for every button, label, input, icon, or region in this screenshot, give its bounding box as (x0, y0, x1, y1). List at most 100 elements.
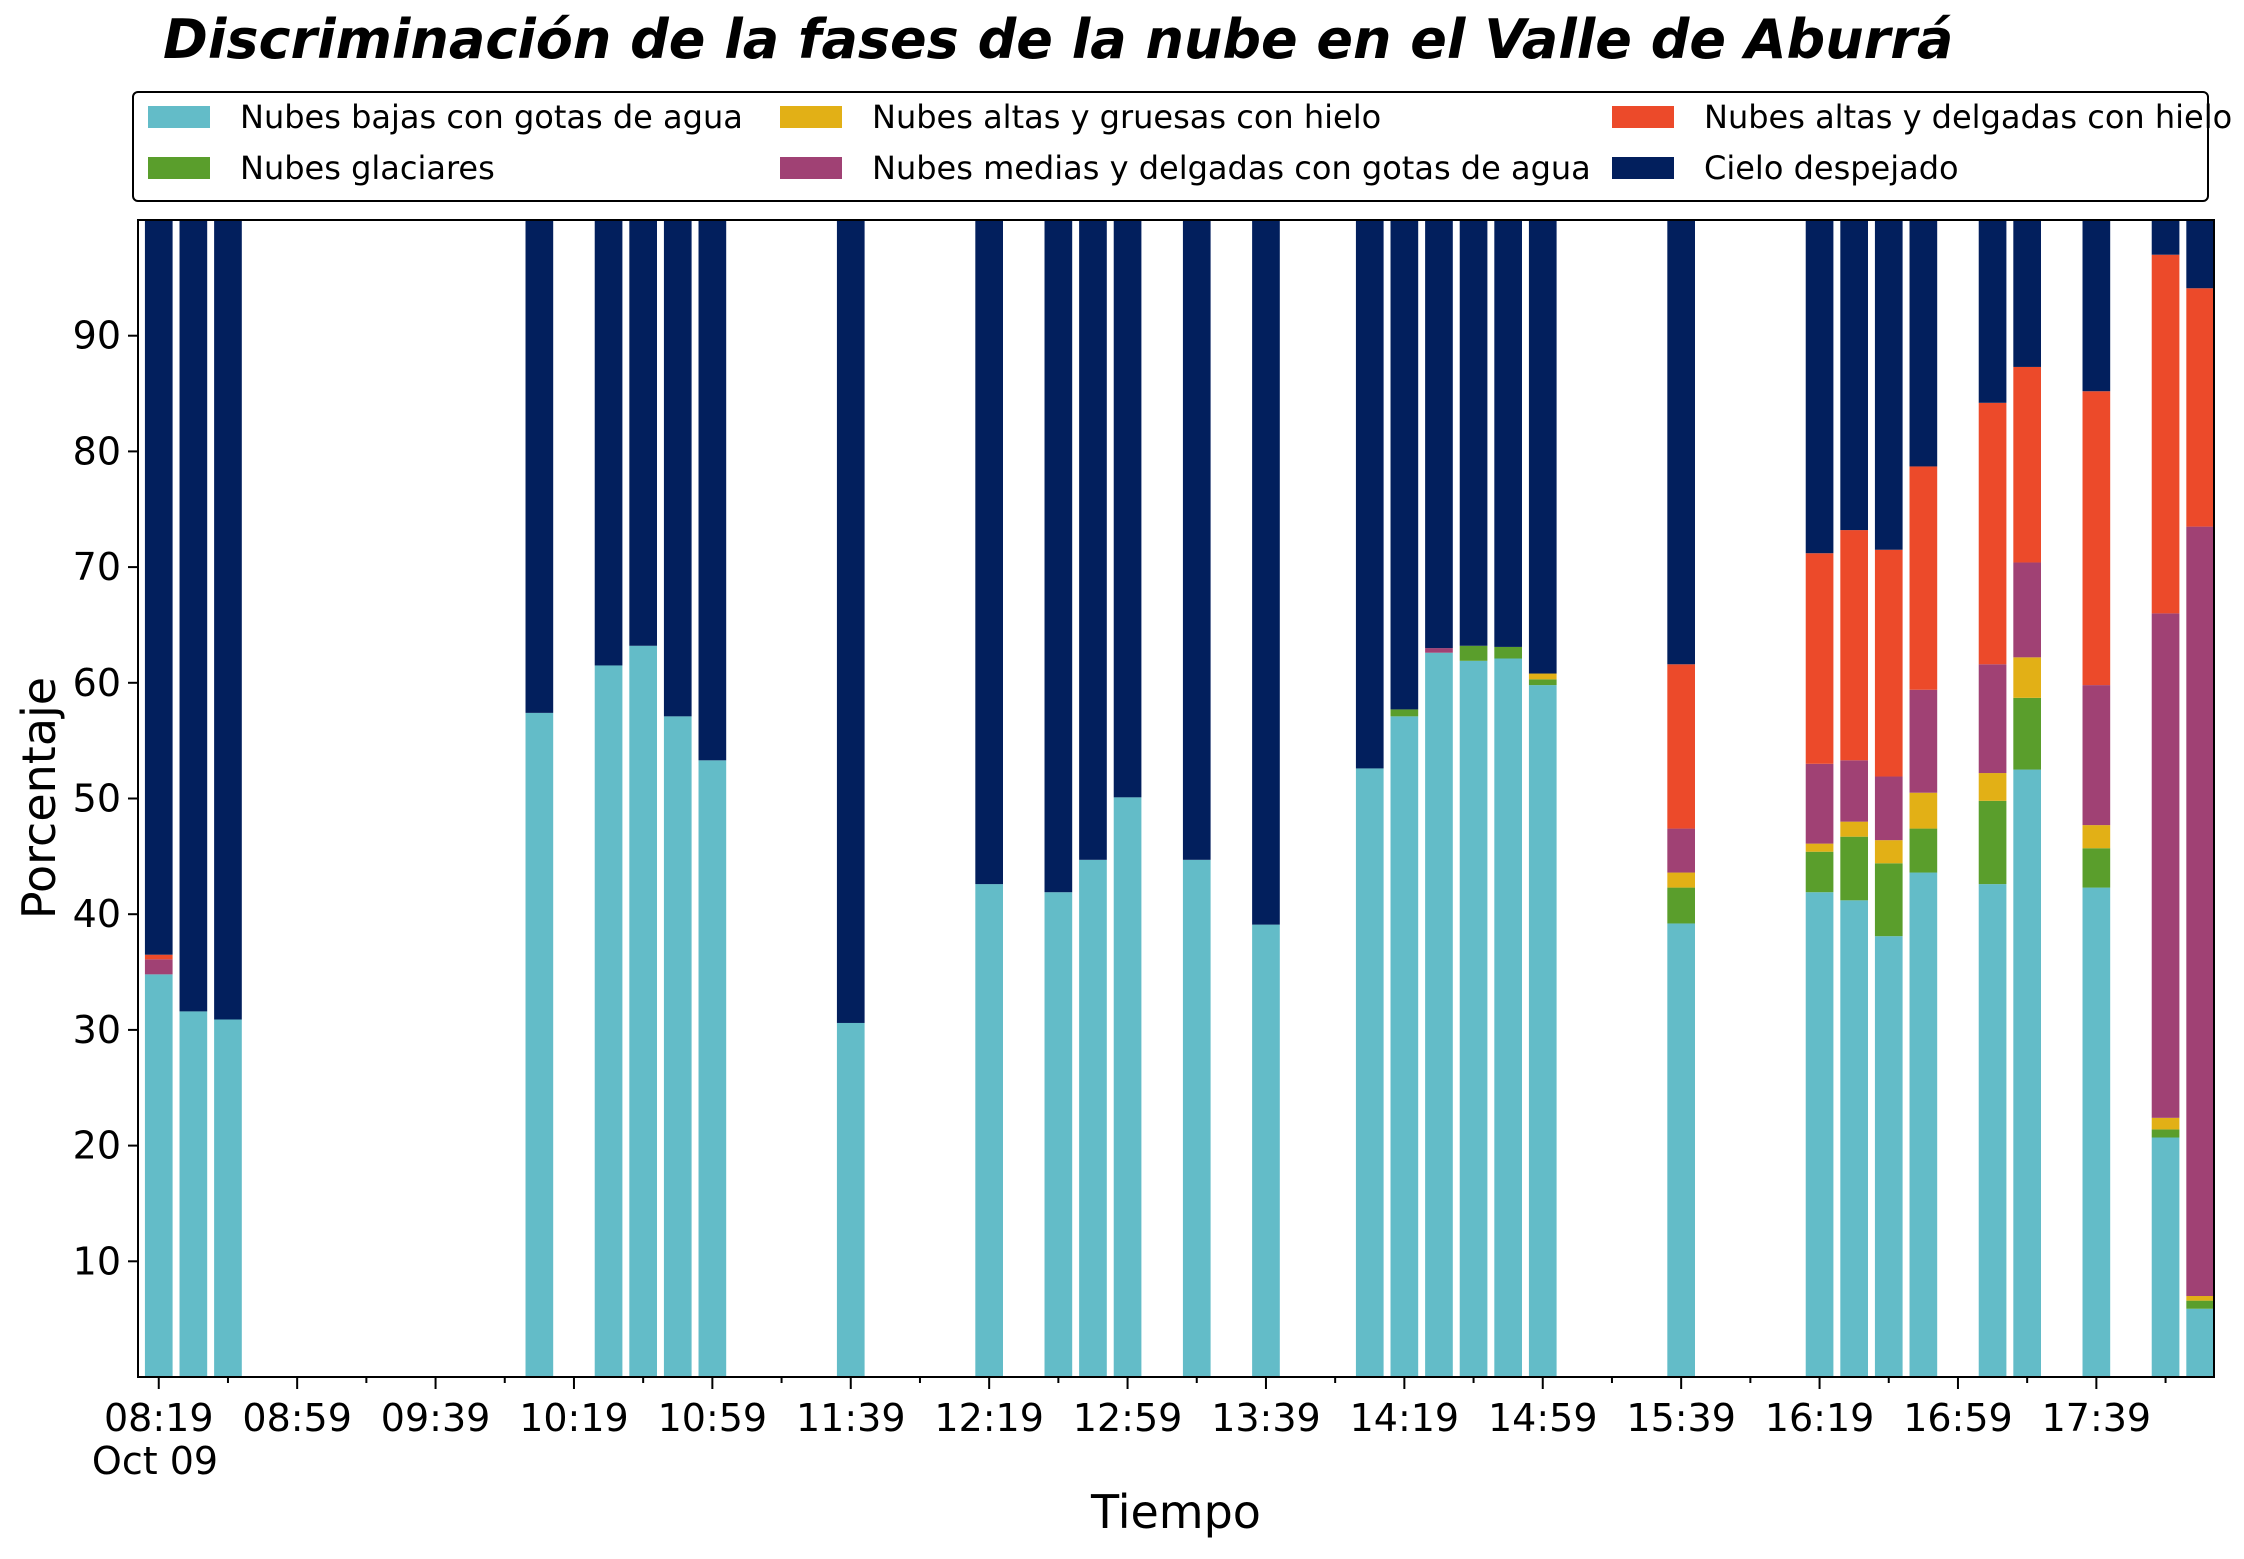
legend-swatch-nubes-glaciares (148, 157, 210, 179)
bar-segment-nubes-bajas-con-gotas-de-agua (1182, 859, 1211, 1377)
bar-segment-cielo-despejado (1252, 220, 1280, 925)
x-tick-label: 17:39 (2042, 1396, 2152, 1440)
bar-segment-nubes-altas-y-delgadas-con-hielo (1805, 553, 1834, 764)
x-date-label: Oct 09 (92, 1439, 218, 1483)
bar-segment-nubes-bajas-con-gotas-de-agua (2186, 1308, 2214, 1377)
bar-segment-nubes-bajas-con-gotas-de-agua (2013, 769, 2041, 1377)
bar-segment-nubes-bajas-con-gotas-de-agua (1390, 716, 1419, 1377)
bar-segment-cielo-despejado (2151, 220, 2180, 255)
bar-segment-nubes-glaciares (1459, 645, 1488, 661)
bar-segment-nubes-altas-y-gruesas-con-hielo (1874, 840, 1903, 864)
bar-segment-cielo-despejado (1079, 220, 1107, 860)
bar-segment-nubes-bajas-con-gotas-de-agua (1667, 923, 1695, 1377)
bar-segment-nubes-glaciares (2186, 1300, 2214, 1309)
bar-segment-nubes-altas-y-gruesas-con-hielo (1840, 821, 1868, 837)
bar-segment-nubes-altas-y-delgadas-con-hielo (1909, 466, 1938, 690)
bar-segment-nubes-glaciares (1978, 800, 2007, 885)
bar-segment-nubes-bajas-con-gotas-de-agua (1874, 936, 1903, 1377)
bar-segment-cielo-despejado (2186, 220, 2214, 289)
legend-swatch-nubes-altas-y-delgadas-con-hielo (1612, 106, 1674, 128)
x-tick-label: 08:19 (104, 1396, 214, 1440)
bar-segment-nubes-medias-y-delgadas-con-gotas-de-agua (1425, 648, 1453, 653)
bar-segment-cielo-despejado (214, 220, 242, 1020)
bar-segment-nubes-altas-y-delgadas-con-hielo (144, 954, 173, 960)
x-tick-label: 10:19 (519, 1396, 629, 1440)
bar-segment-nubes-bajas-con-gotas-de-agua (179, 1011, 208, 1377)
bar-segment-cielo-despejado (525, 220, 554, 713)
y-axis: 10 20 30 40 50 60 70 80 90 (73, 314, 138, 1283)
x-tick-label: 16:19 (1765, 1396, 1875, 1440)
bar-segment-cielo-despejado (663, 220, 692, 717)
legend-frame (132, 91, 2209, 202)
bar-segment-nubes-altas-y-delgadas-con-hielo (1978, 402, 2007, 665)
bar-segment-nubes-medias-y-delgadas-con-gotas-de-agua (1840, 760, 1868, 822)
y-tick-label: 50 (73, 777, 121, 821)
bar-segment-nubes-altas-y-delgadas-con-hielo (2082, 391, 2111, 686)
bar-segment-cielo-despejado (698, 220, 727, 761)
bar-segment-cielo-despejado (1874, 220, 1903, 550)
bar-segment-nubes-bajas-con-gotas-de-agua (1805, 892, 1834, 1377)
bar-segment-nubes-medias-y-delgadas-con-gotas-de-agua (144, 959, 173, 975)
bar-segment-cielo-despejado (1425, 220, 1453, 649)
bar-segment-nubes-medias-y-delgadas-con-gotas-de-agua (1667, 828, 1695, 873)
bar-segment-nubes-medias-y-delgadas-con-gotas-de-agua (1978, 664, 2007, 774)
bar-segment-nubes-altas-y-gruesas-con-hielo (2186, 1296, 2214, 1301)
bar-segment-nubes-altas-y-gruesas-con-hielo (1978, 773, 2007, 801)
bar-segment-cielo-despejado (1113, 220, 1142, 798)
bar-segment-nubes-medias-y-delgadas-con-gotas-de-agua (1805, 763, 1834, 844)
bar-segment-nubes-bajas-con-gotas-de-agua (975, 884, 1003, 1377)
bar-segment-nubes-bajas-con-gotas-de-agua (629, 645, 657, 1377)
legend-label-nubes-bajas-con-gotas-de-agua: Nubes bajas con gotas de agua (240, 98, 743, 136)
bar-segment-cielo-despejado (975, 220, 1003, 885)
bar-segment-cielo-despejado (1355, 220, 1384, 769)
bar-segment-nubes-bajas-con-gotas-de-agua (525, 712, 554, 1377)
bar-segment-nubes-altas-y-delgadas-con-hielo (1840, 530, 1868, 761)
legend-swatch-nubes-altas-y-gruesas-con-hielo (780, 106, 842, 128)
bar-segment-nubes-bajas-con-gotas-de-agua (698, 760, 727, 1377)
bar-segment-nubes-medias-y-delgadas-con-gotas-de-agua (2013, 562, 2041, 658)
bar-segment-nubes-bajas-con-gotas-de-agua (214, 1019, 242, 1377)
bar-segment-cielo-despejado (1805, 220, 1834, 554)
bar-segment-nubes-bajas-con-gotas-de-agua (2082, 887, 2111, 1377)
bar-segment-nubes-glaciares (1667, 887, 1695, 924)
bar-segment-cielo-despejado (179, 220, 208, 1012)
bar-segment-nubes-bajas-con-gotas-de-agua (1113, 797, 1142, 1377)
bar-segment-nubes-bajas-con-gotas-de-agua (1079, 859, 1107, 1377)
bar-segment-cielo-despejado (1840, 220, 1868, 531)
bar-segment-nubes-bajas-con-gotas-de-agua (836, 1022, 865, 1377)
bar-segment-nubes-bajas-con-gotas-de-agua (1425, 652, 1453, 1377)
bar-segment-nubes-altas-y-gruesas-con-hielo (1528, 673, 1557, 680)
y-tick-label: 80 (73, 429, 121, 473)
bar-segment-cielo-despejado (2013, 220, 2041, 367)
y-axis-label: Porcentaje (12, 677, 66, 919)
y-tick-label: 70 (73, 545, 121, 589)
bar-segment-nubes-bajas-con-gotas-de-agua (594, 665, 623, 1377)
legend-label-nubes-altas-y-gruesas-con-hielo: Nubes altas y gruesas con hielo (872, 98, 1381, 136)
bar-segment-nubes-bajas-con-gotas-de-agua (144, 974, 173, 1377)
bar-segment-nubes-bajas-con-gotas-de-agua (1044, 892, 1073, 1377)
bar-segment-nubes-bajas-con-gotas-de-agua (1840, 900, 1868, 1377)
x-tick-label: 12:59 (1073, 1396, 1183, 1440)
bar-segment-nubes-bajas-con-gotas-de-agua (1494, 658, 1522, 1377)
bar-segment-cielo-despejado (629, 220, 657, 646)
bar-segment-cielo-despejado (836, 220, 865, 1023)
x-tick-label: 14:19 (1350, 1396, 1460, 1440)
bar-segment-nubes-bajas-con-gotas-de-agua (663, 716, 692, 1377)
legend-swatch-nubes-medias-y-delgadas-con-gotas-de-agua (780, 157, 842, 179)
y-tick-label: 40 (73, 892, 121, 936)
bar-segment-nubes-glaciares (1494, 646, 1522, 659)
bar-segment-nubes-bajas-con-gotas-de-agua (1528, 685, 1557, 1377)
bar-segment-nubes-altas-y-delgadas-con-hielo (2186, 288, 2214, 527)
bar-segment-nubes-altas-y-gruesas-con-hielo (1667, 872, 1695, 888)
x-tick-label: 09:39 (381, 1396, 491, 1440)
y-tick-label: 90 (73, 314, 121, 358)
bar-segment-nubes-glaciares (1909, 828, 1938, 873)
bar-segment-cielo-despejado (1390, 220, 1419, 710)
bar-segment-cielo-despejado (1978, 220, 2007, 403)
bar-segment-nubes-altas-y-delgadas-con-hielo (2151, 254, 2180, 614)
x-tick-label: 12:19 (934, 1396, 1044, 1440)
bar-segment-cielo-despejado (1909, 220, 1938, 467)
bars-group (144, 220, 2214, 1377)
bar-segment-cielo-despejado (1667, 220, 1695, 665)
